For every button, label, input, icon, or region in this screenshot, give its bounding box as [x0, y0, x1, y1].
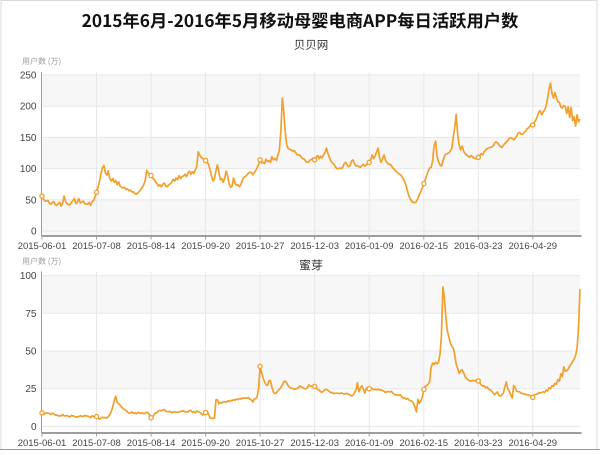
svg-text:25: 25 [25, 384, 37, 395]
svg-text:2015-07-08: 2015-07-08 [72, 438, 121, 449]
svg-text:75: 75 [25, 309, 37, 320]
svg-text:2015-08-14: 2015-08-14 [127, 241, 176, 252]
svg-text:100: 100 [20, 271, 37, 282]
svg-text:2015-06-01: 2015-06-01 [18, 438, 67, 449]
svg-text:2016-04-29: 2016-04-29 [508, 438, 557, 449]
svg-text:2016-02-15: 2016-02-15 [399, 438, 448, 449]
svg-text:2015-07-08: 2015-07-08 [72, 241, 121, 252]
svg-text:2016-03-23: 2016-03-23 [454, 241, 503, 252]
svg-text:200: 200 [20, 102, 37, 113]
svg-text:0: 0 [31, 227, 37, 238]
svg-text:0: 0 [31, 422, 37, 433]
svg-text:2015-12-03: 2015-12-03 [290, 438, 339, 449]
svg-text:2016-01-09: 2016-01-09 [345, 438, 394, 449]
svg-text:2015-09-20: 2015-09-20 [181, 438, 230, 449]
svg-text:150: 150 [20, 133, 37, 144]
svg-text:2016-04-29: 2016-04-29 [508, 241, 557, 252]
svg-text:50: 50 [25, 347, 37, 358]
svg-text:2015-12-03: 2015-12-03 [290, 241, 339, 252]
svg-text:2016-02-15: 2016-02-15 [399, 241, 448, 252]
svg-text:2015-10-27: 2015-10-27 [236, 241, 285, 252]
svg-text:50: 50 [25, 195, 37, 206]
svg-text:250: 250 [20, 71, 37, 82]
svg-text:2015-08-14: 2015-08-14 [127, 438, 176, 449]
svg-text:100: 100 [20, 164, 37, 175]
svg-text:2016-01-09: 2016-01-09 [345, 241, 394, 252]
svg-text:2015-10-27: 2015-10-27 [236, 438, 285, 449]
svg-text:2015-06-01: 2015-06-01 [18, 241, 67, 252]
svg-text:2016-03-23: 2016-03-23 [454, 438, 503, 449]
svg-text:2015-09-20: 2015-09-20 [181, 241, 230, 252]
